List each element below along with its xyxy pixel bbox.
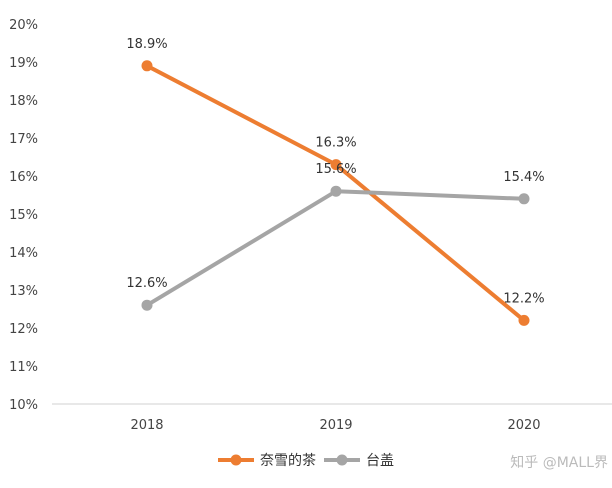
data-label: 15.4% [503,170,544,185]
legend-marker [336,454,348,466]
watermark-text: 知乎 @MALL界 [510,454,608,471]
data-point [518,193,530,205]
y-tick-label: 11% [9,360,38,375]
data-point [330,159,342,171]
data-label: 16.3% [315,136,356,151]
y-tick-label: 19% [9,56,38,71]
y-tick-label: 18% [9,94,38,109]
data-point [141,60,153,72]
y-tick-label: 15% [9,208,38,223]
x-axis-ticks: 2018 2019 2020 [130,418,540,433]
series-line-1 [145,189,525,307]
y-tick-label: 16% [9,170,38,185]
x-tick-label: 2019 [319,418,352,433]
y-tick-label: 17% [9,132,38,147]
y-tick-label: 14% [9,246,38,261]
data-point [518,314,530,326]
legend-marker [230,454,242,466]
y-tick-label: 13% [9,284,38,299]
legend: 奈雪的茶 台盖 [218,453,394,469]
data-label: 18.9% [126,37,167,52]
data-point [141,299,153,311]
legend-label: 奈雪的茶 [260,453,316,469]
data-label: 12.6% [126,276,167,291]
y-axis-ticks: 10% 11% 12% 13% 14% 15% 16% 17% 18% 19% 20% [9,18,38,413]
y-tick-label: 20% [9,18,38,33]
legend-label: 台盖 [366,453,394,469]
x-tick-label: 2020 [507,418,540,433]
data-labels: 18.9% 16.3% 12.2% 12.6% 15.6% 15.4% [126,37,544,307]
x-tick-label: 2018 [130,418,163,433]
y-tick-label: 10% [9,398,38,413]
data-label: 15.6% [315,162,356,177]
y-tick-label: 12% [9,322,38,337]
series-points [141,60,530,326]
data-label: 12.2% [503,291,544,306]
data-point [330,185,342,197]
